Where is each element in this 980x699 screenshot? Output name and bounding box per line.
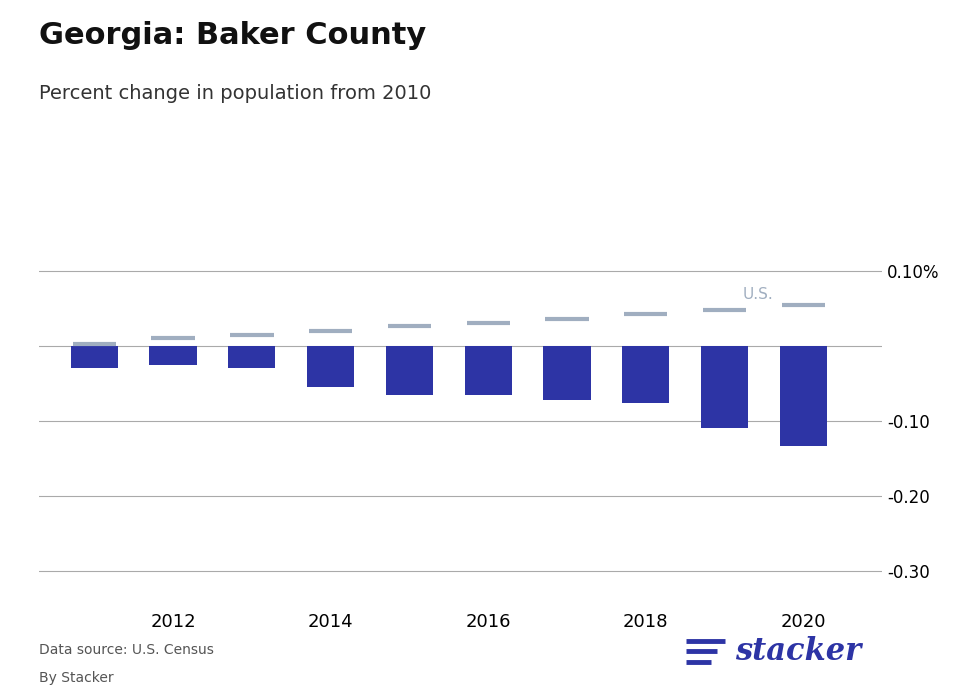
Bar [622,346,669,403]
Bar [71,346,118,368]
Bar [465,346,512,394]
Bar [150,346,197,365]
Bar [543,346,591,400]
Bar [386,346,433,394]
Text: By Stacker: By Stacker [39,671,114,685]
Bar [307,346,354,387]
Text: stacker: stacker [735,636,861,667]
Text: Percent change in population from 2010: Percent change in population from 2010 [39,84,431,103]
Text: Data source: U.S. Census: Data source: U.S. Census [39,643,214,657]
Bar [780,346,827,447]
Text: U.S.: U.S. [743,287,773,303]
Text: Georgia: Baker County: Georgia: Baker County [39,21,426,50]
Bar [701,346,748,428]
Bar [228,346,275,368]
